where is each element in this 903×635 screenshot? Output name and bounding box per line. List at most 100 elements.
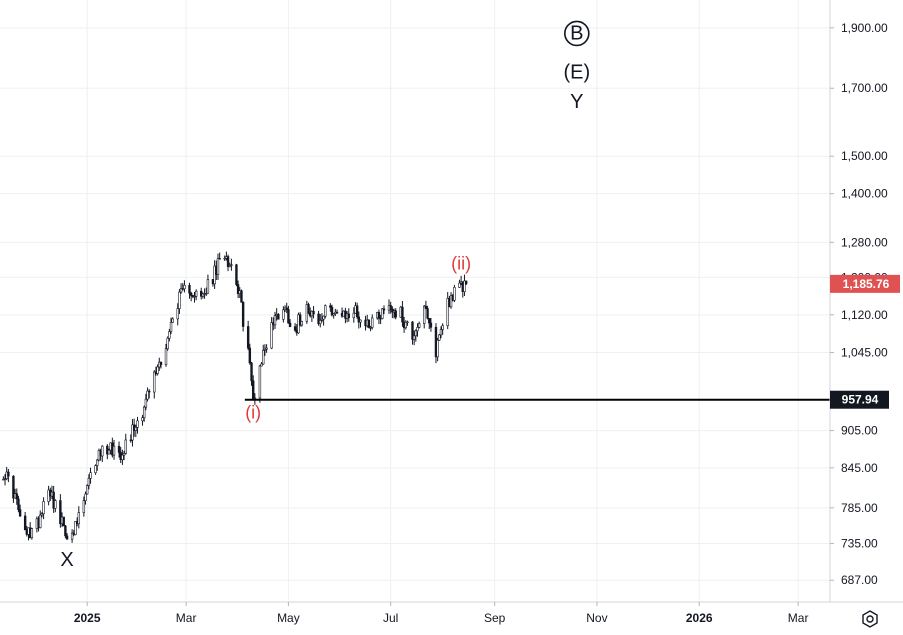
- candle-body: [424, 305, 428, 309]
- candle-body: [230, 264, 233, 266]
- price-tick-label: 1,280.00: [841, 235, 888, 249]
- candle: [293, 323, 297, 332]
- price-tags: 957.94 1,185.76: [830, 274, 900, 409]
- level-price-label: 957.94: [842, 393, 879, 407]
- candle-body: [441, 325, 444, 330]
- candle: [40, 512, 44, 518]
- candle: [183, 280, 186, 293]
- candle-body: [141, 417, 144, 422]
- candlestick-series: [2, 251, 468, 543]
- candle-body: [164, 348, 168, 365]
- candle-body: [236, 284, 240, 295]
- candle: [357, 311, 361, 329]
- candle-body: [235, 264, 238, 285]
- candle-body: [438, 334, 441, 341]
- candle: [453, 284, 456, 303]
- candle-body: [404, 321, 407, 329]
- candle: [218, 252, 221, 260]
- candle: [176, 303, 179, 326]
- candle: [54, 499, 57, 513]
- candle: [312, 306, 315, 319]
- candle: [277, 312, 280, 320]
- candle: [287, 305, 290, 324]
- candle-body: [94, 465, 97, 473]
- candle: [412, 330, 416, 346]
- candle-body: [330, 306, 334, 316]
- candle-body: [241, 301, 245, 327]
- candle: [89, 467, 92, 484]
- candle-body: [194, 290, 198, 297]
- candle: [369, 325, 372, 332]
- candle: [322, 315, 325, 326]
- candle-body: [143, 406, 146, 418]
- candle-body: [307, 304, 310, 314]
- candle-body: [439, 329, 443, 336]
- candle: [159, 361, 163, 369]
- price-tick-label: 1,045.00: [841, 345, 888, 359]
- candle-body: [146, 390, 149, 400]
- candle: [335, 309, 339, 314]
- candle-body: [423, 305, 426, 324]
- wave-label: B: [570, 22, 583, 44]
- candle: [205, 287, 208, 297]
- candle: [131, 419, 134, 447]
- candle-body: [359, 319, 362, 323]
- candle: [122, 450, 126, 461]
- candle: [330, 304, 334, 317]
- candle-body: [52, 491, 55, 509]
- candle-body: [282, 309, 285, 320]
- candle-body: [3, 478, 7, 480]
- candle-body: [218, 258, 221, 260]
- candle: [112, 439, 116, 460]
- candle-body: [153, 371, 156, 393]
- candle: [416, 323, 419, 337]
- candle-body: [260, 363, 263, 367]
- candle-body: [189, 292, 193, 296]
- candle-body: [300, 320, 304, 326]
- candle: [77, 506, 81, 529]
- candle-body: [74, 521, 77, 536]
- candle-body: [347, 313, 350, 318]
- chart-settings-icon[interactable]: [859, 608, 881, 630]
- candle: [332, 312, 335, 319]
- candle: [121, 449, 124, 465]
- candle: [389, 301, 392, 314]
- candle: [298, 312, 302, 327]
- candle: [213, 260, 216, 289]
- candle-body: [277, 314, 280, 320]
- candle-body: [70, 532, 74, 540]
- candle-body: [54, 500, 57, 509]
- candle-body: [39, 514, 42, 528]
- candle: [355, 302, 359, 319]
- candle: [12, 475, 15, 503]
- candle-body: [134, 427, 138, 431]
- candle: [228, 262, 231, 268]
- candle: [436, 337, 439, 362]
- candle-body: [401, 306, 404, 323]
- candle: [324, 304, 327, 319]
- candle: [201, 292, 205, 299]
- candle-body: [367, 319, 371, 328]
- price-tick-label: 905.00: [841, 424, 878, 438]
- candle: [188, 282, 191, 299]
- candle: [141, 414, 144, 426]
- time-axis[interactable]: 2025 Mar May Jul Sep Nov 2026 Mar: [0, 601, 903, 625]
- candle-body: [463, 280, 466, 292]
- candle-body: [369, 327, 372, 329]
- candle-body: [273, 315, 277, 326]
- candle: [265, 344, 268, 353]
- price-tick-label: 735.00: [841, 537, 878, 551]
- candle: [401, 301, 404, 327]
- candle-body: [446, 297, 449, 327]
- candle-body: [417, 323, 421, 328]
- candle-body: [176, 308, 179, 320]
- candle-body: [17, 498, 20, 510]
- candle: [85, 484, 89, 495]
- candle-body: [129, 439, 132, 442]
- candle: [367, 319, 371, 329]
- price-axis[interactable]: 1,900.00 1,700.00 1,500.00 1,400.00 1,280.00…: [829, 0, 888, 602]
- candle: [381, 307, 384, 320]
- candle-body: [246, 326, 250, 349]
- candle-body: [156, 366, 159, 374]
